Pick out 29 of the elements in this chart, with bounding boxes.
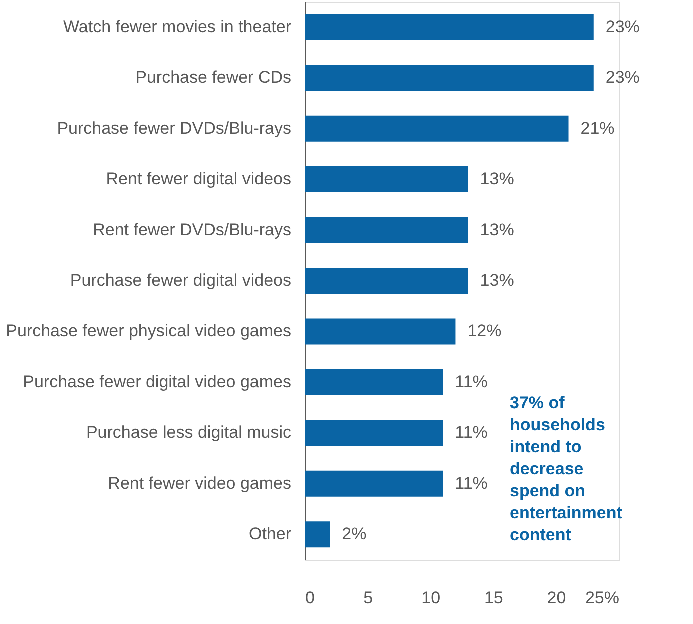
y-tick-label: Purchase fewer digital videos	[70, 271, 292, 290]
y-tick-label: Purchase fewer DVDs/Blu-rays	[57, 118, 292, 138]
x-tick-label: 5	[364, 588, 374, 608]
data-label: 13%	[480, 170, 514, 189]
data-label: 23%	[606, 17, 640, 36]
x-tick-label: 15	[484, 588, 504, 608]
y-tick-label: Purchase fewer CDs	[136, 68, 292, 88]
data-label: 13%	[480, 220, 514, 240]
x-tick-label: 25%	[585, 588, 620, 608]
annotation: 37% of households intend to decrease spend on entertainment content	[510, 393, 623, 544]
data-label: 11%	[455, 372, 488, 392]
data-label: 13%	[480, 271, 514, 290]
data-label: 11%	[455, 423, 488, 442]
y-tick-label: Rent fewer digital videos	[106, 170, 292, 189]
y-tick-label: Rent fewer DVDs/Blu-rays	[93, 220, 292, 240]
y-tick-label: Other	[248, 524, 292, 544]
y-tick-label: Purchase fewer digital video games	[23, 372, 292, 392]
data-label: 11%	[455, 474, 488, 493]
data-label: 21%	[580, 118, 615, 138]
x-tick-label: 20	[547, 588, 566, 608]
y-tick-label: Rent fewer video games	[108, 474, 292, 493]
y-tick-label: Purchase fewer physical video games	[6, 322, 292, 341]
x-tick-label: 10	[422, 588, 441, 608]
y-tick-label: Watch fewer movies in theater	[63, 17, 292, 36]
y-tick-label: Purchase less digital music	[86, 423, 292, 442]
x-tick-label: 0	[306, 588, 315, 608]
data-label: 2%	[342, 524, 367, 544]
data-label: 23%	[606, 68, 640, 88]
data-label: 12%	[468, 322, 502, 341]
